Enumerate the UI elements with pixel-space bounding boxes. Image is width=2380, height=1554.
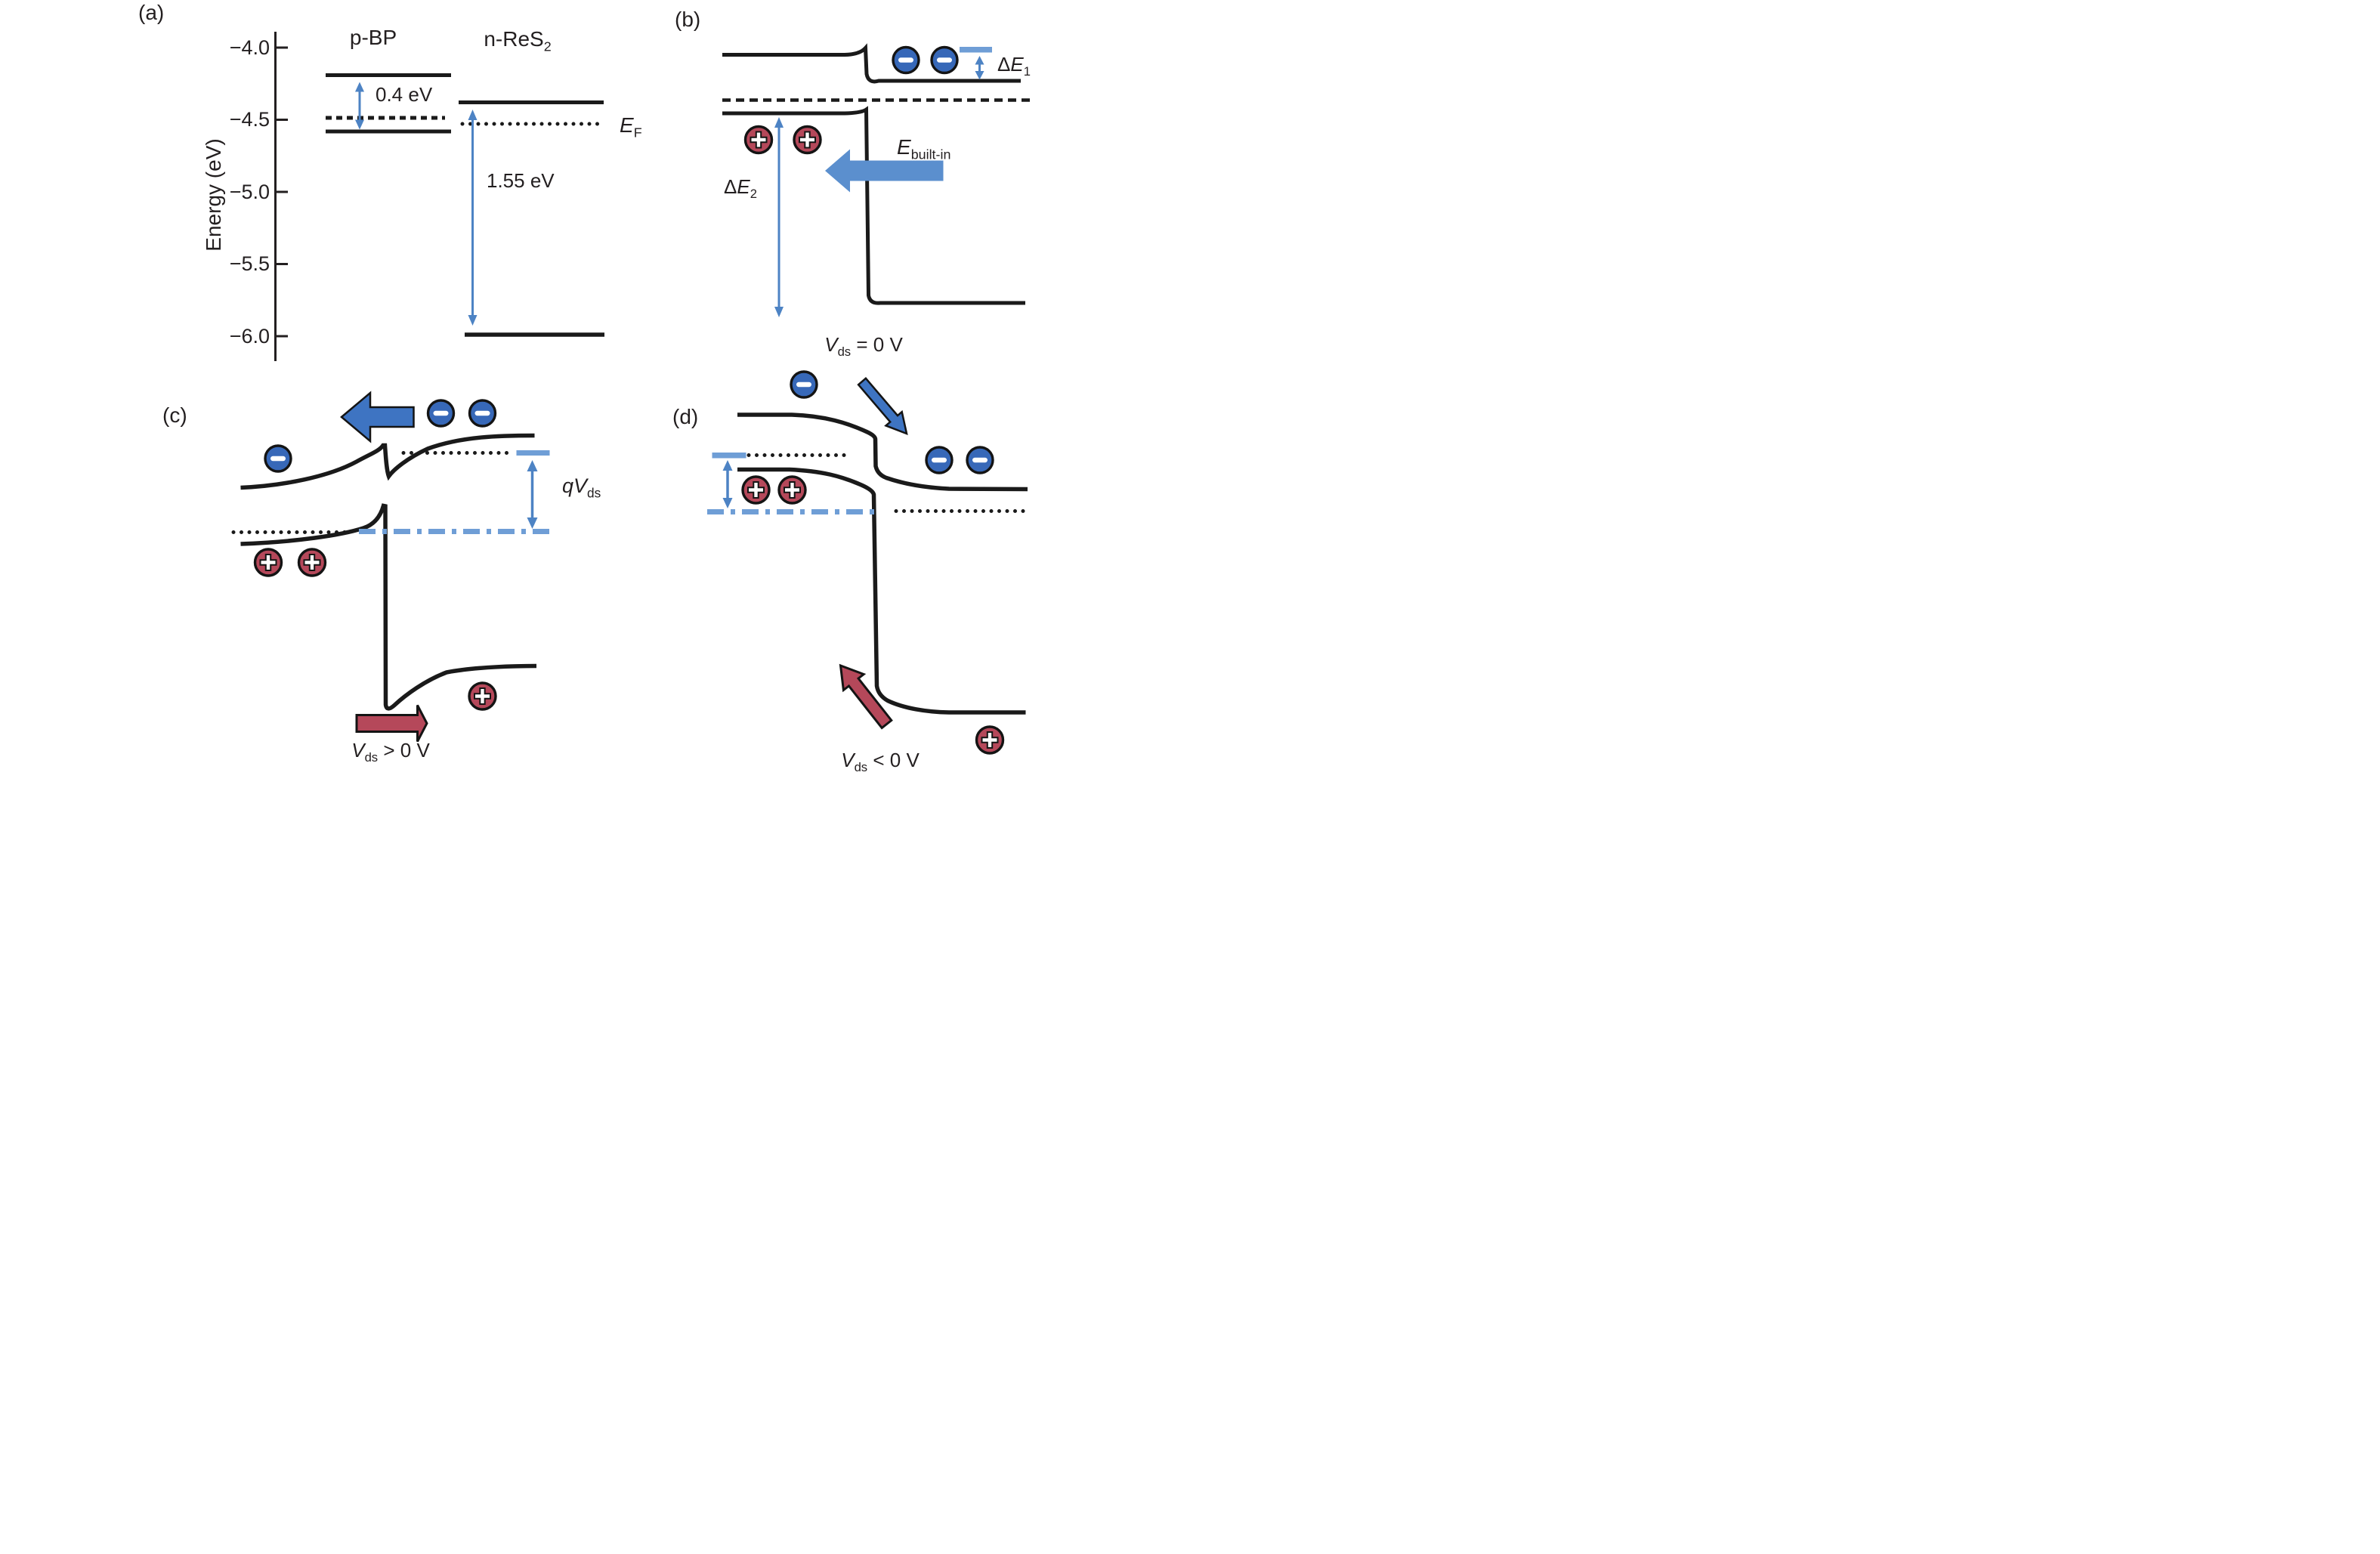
panel-a-energy-axis <box>274 32 288 361</box>
p-bp-label: p-BP <box>349 26 397 49</box>
delta-e2-label: ΔE2 <box>724 175 757 202</box>
panel-a-tag: (a) <box>138 1 165 24</box>
quasi-fermi-bar <box>712 453 746 459</box>
electron-icon <box>426 399 456 428</box>
tick-label: −5.0 <box>229 181 270 203</box>
delta-e1-arrow <box>975 56 984 80</box>
vds-0v-label: Vds = 0 V <box>824 333 903 360</box>
panel-c-tag: (c) <box>162 403 187 427</box>
qvds-label: qVds <box>562 474 601 501</box>
tick-label: −4.5 <box>229 108 270 131</box>
electron-flow-arrow <box>340 391 415 443</box>
electron-icon <box>925 446 954 474</box>
panel-a-levels <box>326 73 604 337</box>
electron-icon <box>790 370 818 399</box>
panel-b-bands <box>722 43 1025 305</box>
panel-b-tag: (b) <box>675 8 701 31</box>
bandgap-arrow-155ev <box>468 110 478 326</box>
hole-flow-arrow <box>355 704 428 743</box>
panel-d-tag: (d) <box>672 405 699 428</box>
conduction-band-curve <box>240 433 535 490</box>
figure-canvas <box>231 32 1035 755</box>
gap-155ev-label: 1.55 eV <box>487 169 555 192</box>
hole-icon <box>777 475 807 505</box>
conduction-band-curve <box>737 412 1028 492</box>
hole-flow-arrow <box>839 663 893 730</box>
e-builtin-label: Ebuilt-in <box>897 135 951 162</box>
valence-band-curve <box>722 106 1025 305</box>
vds-gt0-label: Vds > 0 V <box>351 739 430 765</box>
electron-icon <box>468 399 497 428</box>
hole-icon <box>468 681 497 711</box>
delta-e2-arrow <box>774 117 784 317</box>
y-axis-ticks <box>275 46 288 338</box>
hole-icon <box>743 125 774 155</box>
tick-label: −6.0 <box>229 325 270 348</box>
qvds-arrow <box>527 460 538 529</box>
tick-label: −4.0 <box>229 36 270 59</box>
fermi-reference-bar <box>960 47 992 53</box>
electron-icon <box>930 45 959 75</box>
hole-icon <box>975 725 1005 755</box>
gap-04ev-label: 0.4 eV <box>376 83 433 106</box>
valence-band-curve <box>737 467 1026 715</box>
hole-icon <box>253 548 283 577</box>
conduction-band-curve <box>722 43 1021 84</box>
electron-flow-arrow <box>857 377 908 436</box>
hole-icon <box>793 125 822 155</box>
hole-icon <box>297 548 327 577</box>
panel-c-bands <box>240 433 537 711</box>
delta-e1-label: ΔE1 <box>997 53 1031 79</box>
band-diagram-figure: (a) Energy (eV) −4.0 −4.5 −5.0 −5.5 −6.0… <box>0 0 1190 777</box>
builtin-field-arrow <box>825 149 944 193</box>
n-res2-label: n-ReS2 <box>484 27 552 54</box>
electron-icon <box>966 446 994 474</box>
vds-lt0-label: Vds < 0 V <box>841 749 920 775</box>
electron-icon <box>892 45 920 75</box>
quasi-fermi-bar <box>516 450 550 456</box>
hole-icon <box>741 475 771 505</box>
tick-label: −5.5 <box>229 252 270 275</box>
qvds-arrow <box>722 460 733 508</box>
band-offset-arrow-04ev <box>355 82 364 130</box>
fermi-level-label: EF <box>620 113 642 141</box>
panel-d-bands <box>737 412 1028 715</box>
electron-icon <box>264 444 292 473</box>
valence-band-curve <box>240 503 537 711</box>
